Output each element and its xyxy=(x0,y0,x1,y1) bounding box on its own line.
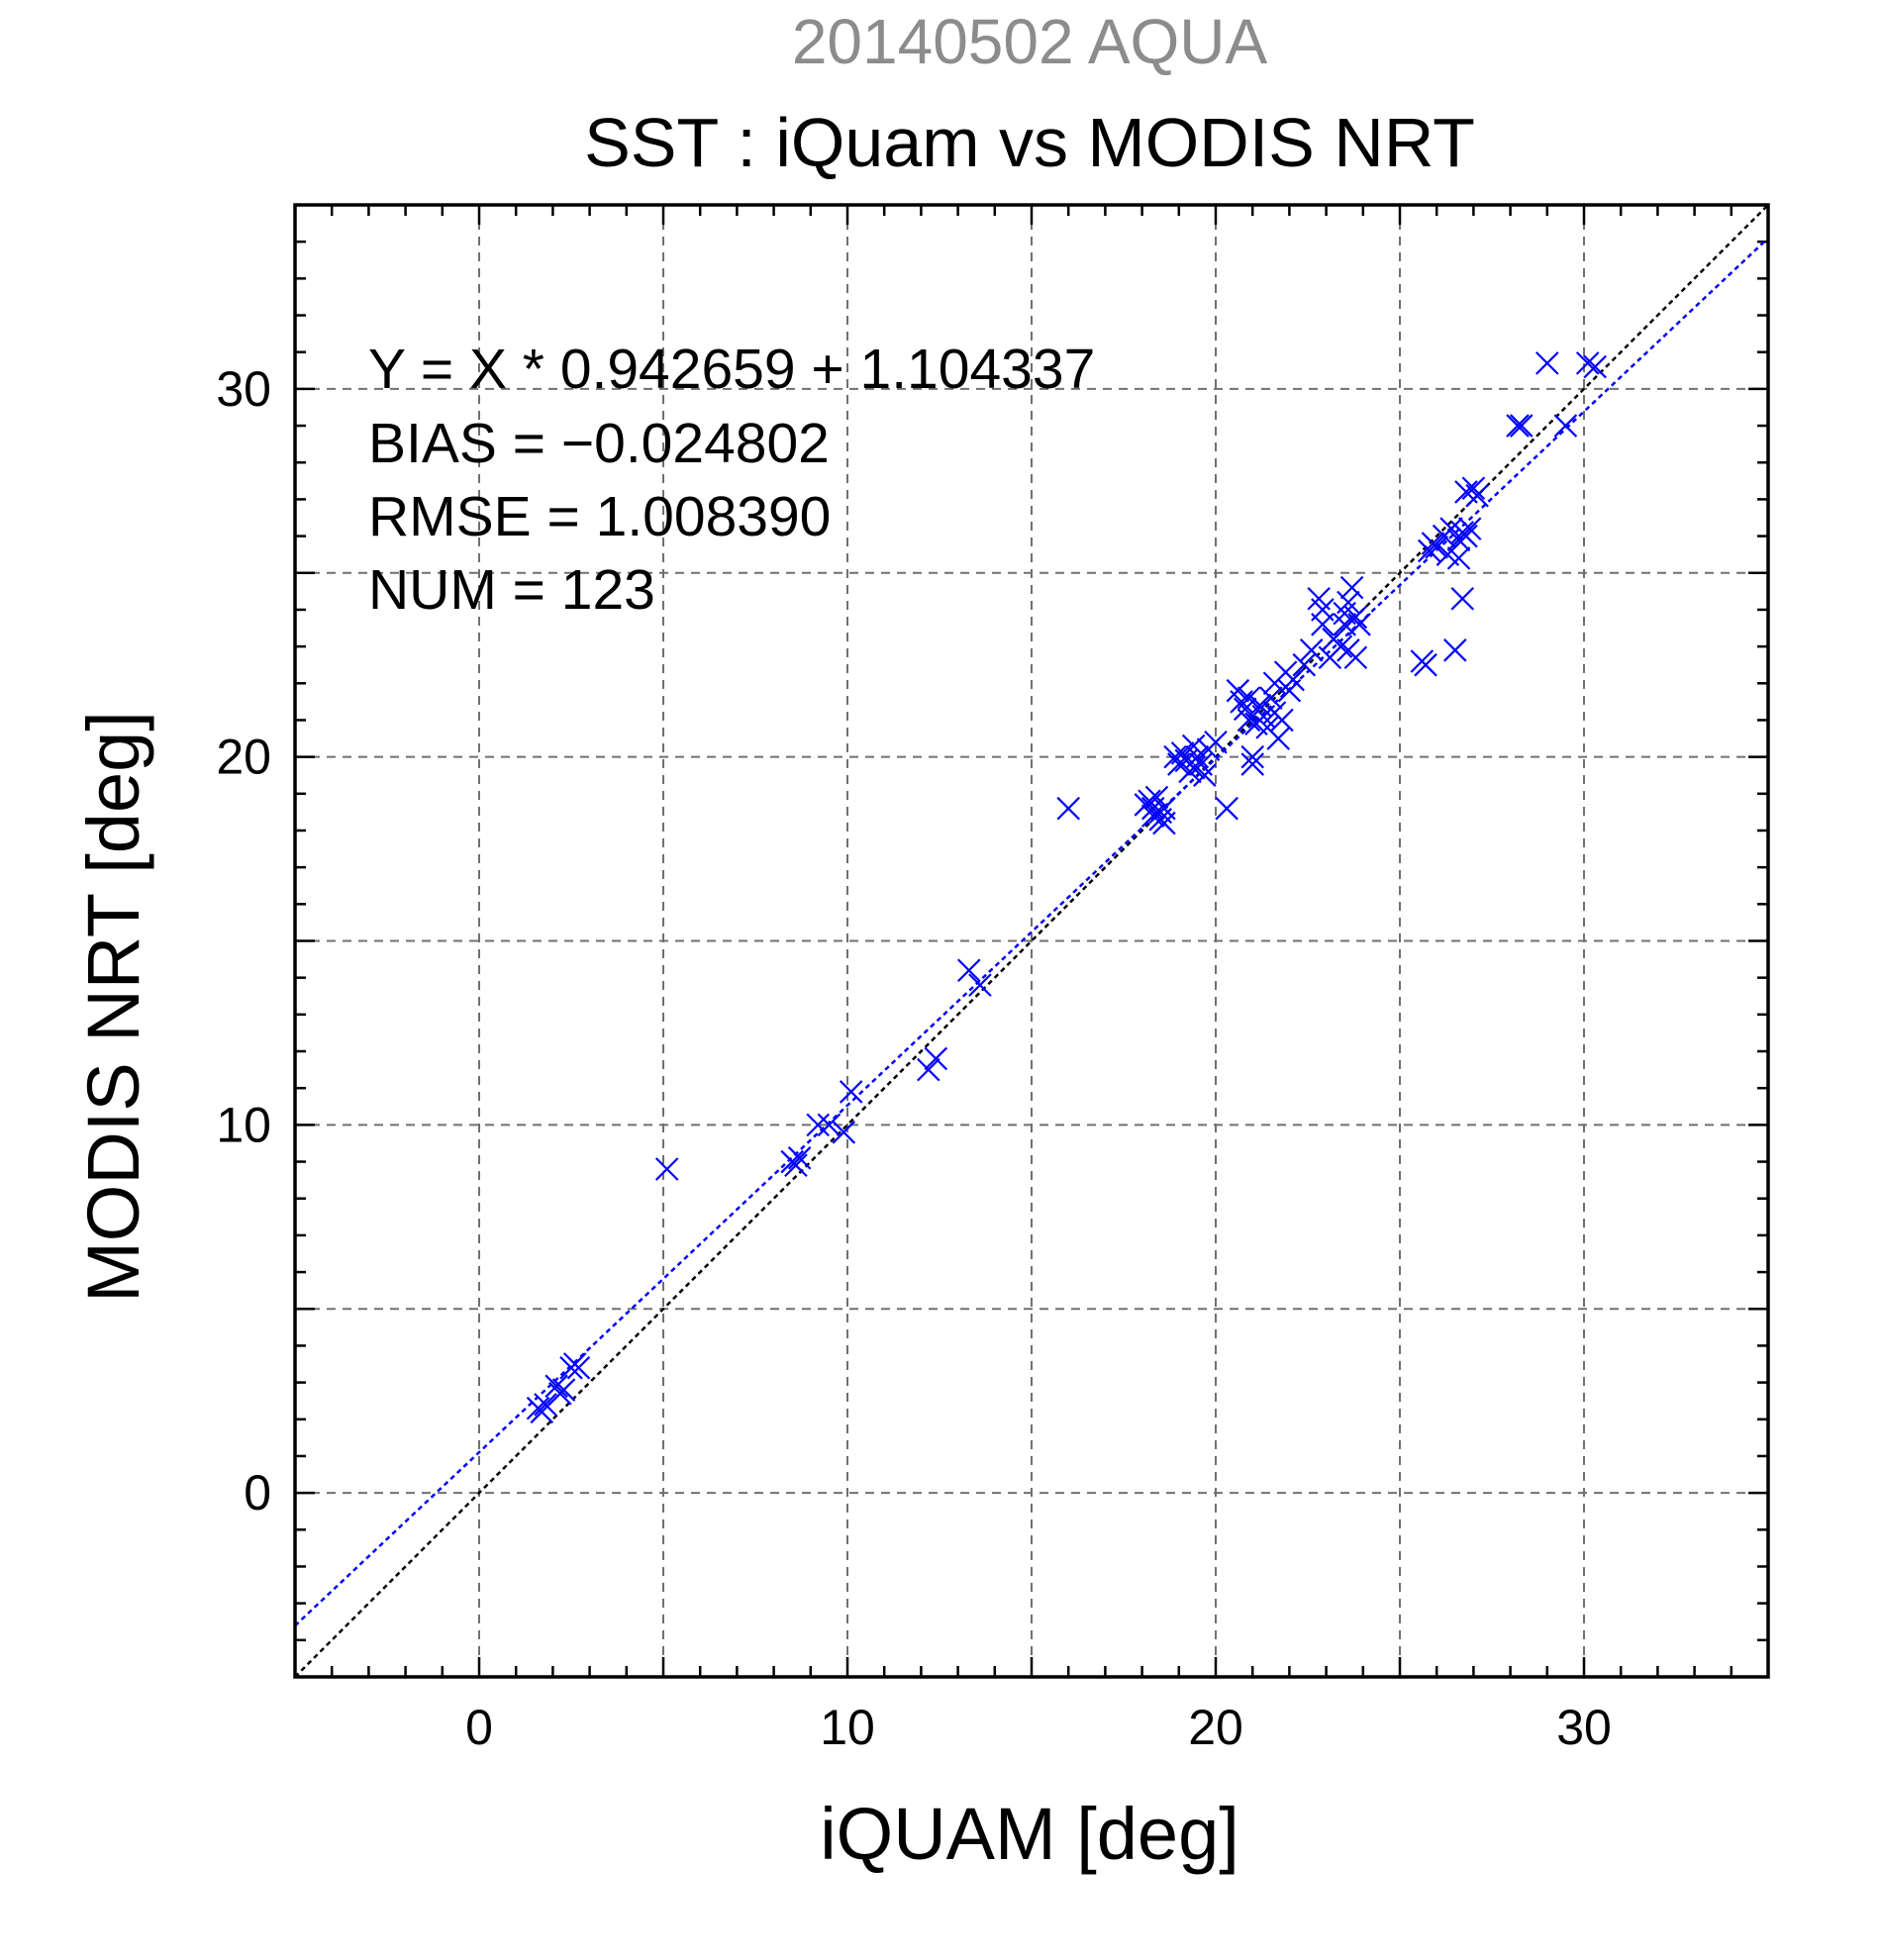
data-point xyxy=(1193,763,1217,787)
data-point xyxy=(924,1046,948,1071)
data-point xyxy=(1575,351,1600,375)
data-point xyxy=(1454,524,1478,548)
data-point xyxy=(1240,752,1264,776)
data-point xyxy=(1457,517,1482,540)
data-point xyxy=(1270,708,1294,733)
data-point xyxy=(1215,796,1238,821)
data-point xyxy=(1343,645,1368,670)
fit-line xyxy=(294,237,1769,1627)
stat-count: NUM = 123 xyxy=(368,558,655,622)
data-point xyxy=(1281,667,1305,692)
stat-fit-equation: Y = X * 0.942659 + 1.104337 xyxy=(368,338,1095,401)
tick-labels: 0 10 20 30 0 10 20 30 xyxy=(216,361,1611,1755)
data-point xyxy=(1329,635,1353,658)
x-tick-label: 30 xyxy=(1556,1700,1612,1755)
data-point xyxy=(1299,638,1324,662)
data-point xyxy=(806,1113,831,1137)
data-point xyxy=(1204,730,1228,754)
data-point xyxy=(787,1146,812,1170)
data-point xyxy=(1230,690,1253,714)
data-point xyxy=(1443,638,1467,662)
y-tick-label: 0 xyxy=(244,1465,271,1520)
data-point xyxy=(1185,744,1210,769)
data-point xyxy=(1240,744,1264,769)
data-point xyxy=(1535,351,1559,375)
y-tick-label: 10 xyxy=(216,1097,271,1152)
chart-title: SST : iQuam vs MODIS NRT xyxy=(584,104,1475,181)
x-axis-label: iQUAM [deg] xyxy=(820,1793,1239,1875)
grid-lines xyxy=(295,205,1768,1677)
data-point xyxy=(1140,804,1165,828)
data-point xyxy=(1056,796,1080,821)
data-point xyxy=(566,1355,591,1380)
data-point xyxy=(1259,686,1283,710)
data-point xyxy=(968,973,992,997)
data-point xyxy=(1506,414,1530,438)
stat-rmse: RMSE = 1.008390 xyxy=(368,485,831,548)
data-point xyxy=(839,1080,863,1104)
data-point xyxy=(544,1374,568,1399)
plot-frame xyxy=(293,203,1770,1679)
data-point xyxy=(534,1393,557,1417)
data-point xyxy=(784,1153,808,1178)
data-point xyxy=(1553,414,1578,438)
data-point xyxy=(1266,727,1291,750)
y-tick-label: 30 xyxy=(216,361,271,417)
x-tick-label: 10 xyxy=(820,1700,875,1755)
data-point xyxy=(1583,354,1607,379)
y-axis-label: MODIS NRT [deg] xyxy=(72,711,154,1303)
data-point xyxy=(1237,686,1261,710)
data-point xyxy=(817,1113,842,1137)
data-point xyxy=(1509,414,1534,438)
x-tick-label: 20 xyxy=(1188,1700,1243,1755)
data-point xyxy=(832,1121,856,1144)
data-point xyxy=(654,1157,679,1181)
data-point xyxy=(1152,796,1176,821)
data-point xyxy=(551,1378,576,1402)
reference-lines xyxy=(294,204,1769,1678)
data-point xyxy=(1465,483,1489,508)
data-point xyxy=(1170,741,1195,765)
data-points xyxy=(526,351,1607,1424)
data-point xyxy=(917,1057,940,1082)
data-point xyxy=(1292,652,1317,677)
data-point xyxy=(1339,575,1364,600)
chart-suptitle: 20140502 AQUA xyxy=(792,6,1268,77)
data-point xyxy=(1311,613,1335,637)
stat-bias: BIAS = −0.024802 xyxy=(368,412,830,475)
data-point xyxy=(1144,785,1169,810)
data-point xyxy=(1347,613,1371,637)
data-point xyxy=(1450,586,1475,611)
fit-statistics: Y = X * 0.942659 + 1.104337 BIAS = −0.02… xyxy=(368,338,1095,622)
data-point xyxy=(1336,590,1360,615)
data-point xyxy=(1446,546,1471,570)
data-point xyxy=(1237,708,1261,733)
data-point xyxy=(1343,605,1368,630)
data-point xyxy=(1461,476,1486,501)
data-point xyxy=(1425,535,1448,559)
x-tick-label: 0 xyxy=(465,1700,493,1755)
data-point xyxy=(530,1400,554,1424)
data-point xyxy=(956,958,981,983)
data-point xyxy=(1414,652,1437,677)
y-tick-label: 20 xyxy=(216,730,271,785)
